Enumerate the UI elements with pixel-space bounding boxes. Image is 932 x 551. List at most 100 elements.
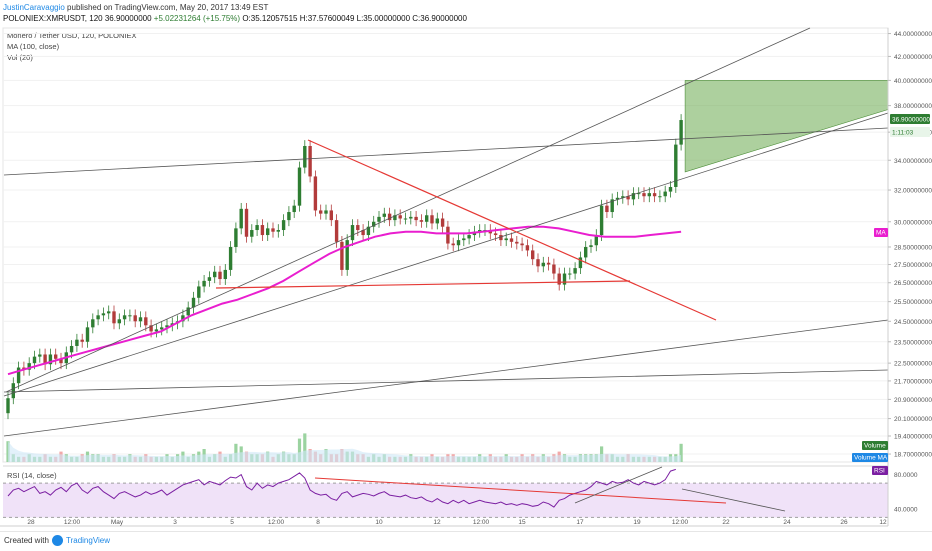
candle-body <box>605 205 609 213</box>
candle-body <box>292 205 296 213</box>
time-tick-label: 22 <box>722 519 730 526</box>
candle-body <box>297 167 302 206</box>
candle-body <box>557 273 561 285</box>
price-tick-label: 20.90000000 <box>894 397 932 404</box>
trend-line <box>3 369 889 393</box>
candle-body <box>525 245 530 251</box>
ma-badge: MA <box>874 228 888 237</box>
candle-body <box>679 120 683 145</box>
candle-body <box>16 367 21 384</box>
time-axis[interactable]: 28 12:00 May 3 5 12:00 8 10 12 12:00 15 17 19 12:00 22… <box>0 519 888 527</box>
candle-body <box>43 354 47 365</box>
trend-line <box>5 27 811 393</box>
time-tick-label: 3 <box>173 519 177 526</box>
vol-legend[interactable]: Vol (20) <box>7 53 33 62</box>
candle-body <box>499 235 503 241</box>
author-link[interactable]: JustinCaravaggio <box>3 3 65 12</box>
candle-body <box>107 311 111 314</box>
candlesticks <box>6 114 683 420</box>
volume-badge: Volume <box>862 441 888 450</box>
candle-body <box>615 197 620 200</box>
candle-body <box>59 358 63 364</box>
candle-body <box>403 218 408 220</box>
candle-body <box>69 345 74 353</box>
candle-body <box>244 208 249 237</box>
price-tick-label: 20.10000000 <box>894 416 932 423</box>
rsi-trend-line <box>574 466 663 504</box>
timer-badge-text: 1:11:03 <box>892 130 914 137</box>
last-price-badge: 36.90000000 <box>890 114 930 124</box>
candle-body <box>419 220 424 222</box>
candle-body <box>647 193 651 197</box>
volume-bar <box>303 433 307 462</box>
axis-badges: 36.90000000 1:11:03 MA Volume Volume MA RSI <box>852 114 930 475</box>
candle-body <box>308 146 312 177</box>
tradingview-link[interactable]: TradingView <box>66 536 111 545</box>
rsi-tick-label: 80.0000 <box>894 472 918 479</box>
rsi-badge-text: RSI <box>874 468 885 475</box>
candle-body <box>250 230 254 237</box>
candle-body <box>366 226 371 236</box>
volume-bar <box>297 438 302 462</box>
rsi-badge-bg <box>872 466 888 475</box>
candle-body <box>589 245 593 247</box>
time-tick-label: 5 <box>230 519 234 526</box>
candle-body <box>493 233 498 236</box>
candle-body <box>440 218 445 227</box>
candle-body <box>112 311 116 324</box>
publish-info: JustinCaravaggio published on TradingVie… <box>3 3 268 12</box>
candle-body <box>531 250 535 260</box>
price-tick-label: 44.00000000 <box>894 31 932 38</box>
candle-body <box>48 354 53 365</box>
candle-body <box>584 246 588 258</box>
candle-body <box>6 398 10 414</box>
volume-bars <box>6 433 683 462</box>
trend-line <box>215 280 631 289</box>
time-tick-label: 12:00 <box>672 519 689 526</box>
candle-body <box>202 280 206 287</box>
candle-body <box>637 193 641 195</box>
price-tick-label: 18.70000000 <box>894 452 932 459</box>
candle-body <box>430 215 434 224</box>
price-change: +5.02231264 (+15.75%) <box>153 14 241 23</box>
symbol-label: POLONIEX:XMRUSDT, 120 <box>3 14 103 23</box>
volume-badge-text: Volume <box>864 443 886 450</box>
candle-body <box>504 238 508 241</box>
time-tick-label: 12:00 <box>64 519 81 526</box>
candle-body <box>356 225 360 231</box>
price-axis[interactable]: 44.00000000 42.00000000 40.00000000 38.0000… <box>887 28 932 526</box>
candle-body <box>313 176 318 211</box>
candle-body <box>319 210 323 214</box>
time-tick-label: 26 <box>840 519 848 526</box>
time-tick-label: 28 <box>27 519 35 526</box>
ma-badge-bg <box>874 228 888 237</box>
trend-line <box>3 112 889 397</box>
candle-body <box>303 146 307 168</box>
candle-body <box>138 317 143 322</box>
candle-body <box>117 319 121 324</box>
volume-badge-bg <box>862 441 888 450</box>
price-tick-label: 19.40000000 <box>894 433 932 440</box>
candle-body <box>207 277 212 281</box>
rsi-badge: RSI <box>872 466 888 475</box>
candle-body <box>32 356 37 364</box>
candle-body <box>562 273 567 285</box>
candle-body <box>414 216 418 221</box>
candle-body <box>85 327 90 342</box>
price-tick-label: 27.50000000 <box>894 262 932 269</box>
rsi-legend[interactable]: RSI (14, close) <box>7 471 57 480</box>
candle-body <box>451 243 455 246</box>
candle-body <box>271 228 275 232</box>
ma-legend[interactable]: MA (100, close) <box>7 42 60 51</box>
rsi-line <box>7 468 676 508</box>
time-tick-label: 12 <box>879 519 887 526</box>
candle-body <box>626 196 630 200</box>
candle-body <box>446 226 450 244</box>
trend-lines <box>3 27 889 437</box>
last-price: 36.90000000 <box>104 14 152 23</box>
candle-body <box>334 220 339 242</box>
candle-body <box>160 327 164 330</box>
candle-body <box>642 193 646 197</box>
last-price-badge-bg <box>890 114 930 124</box>
